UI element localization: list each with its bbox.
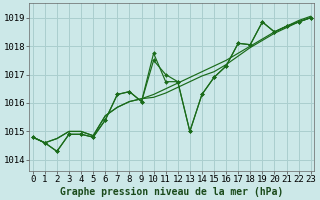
X-axis label: Graphe pression niveau de la mer (hPa): Graphe pression niveau de la mer (hPa) — [60, 186, 283, 197]
